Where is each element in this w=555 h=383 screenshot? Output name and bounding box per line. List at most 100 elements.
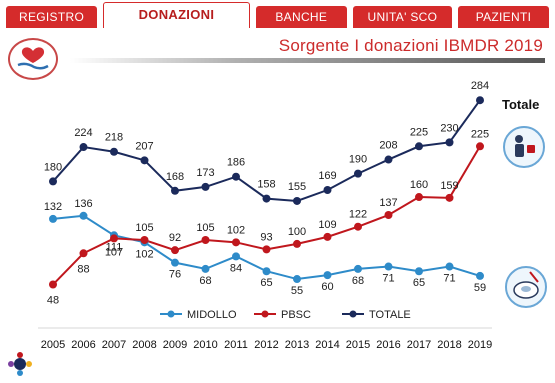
data-label-pbsc: 92 — [169, 232, 181, 244]
chart-legend: MIDOLLO PBSC TOTALE — [160, 309, 411, 321]
x-tick-label: 2018 — [437, 339, 461, 351]
data-point-midollo — [476, 271, 484, 280]
data-label-midollo: 71 — [382, 273, 394, 285]
data-point-pbsc — [323, 232, 332, 241]
title-rule — [70, 58, 545, 63]
data-point-pbsc — [110, 234, 118, 243]
tab-donazioni[interactable]: DONAZIONI — [103, 2, 250, 28]
data-label-totale: 190 — [349, 154, 367, 166]
data-point-totale — [171, 186, 179, 195]
chart-data-labels: 132 136 111 102 76 68 84 65 55 60 68 71 65 71 59 48 88 10… — [44, 80, 489, 306]
data-point-midollo — [293, 275, 301, 284]
x-tick-label: 2006 — [71, 339, 95, 351]
tab-registro[interactable]: REGISTRO — [6, 6, 98, 28]
data-point-pbsc — [415, 193, 423, 202]
data-label-totale: 207 — [135, 140, 153, 152]
data-point-midollo — [445, 262, 454, 271]
data-label-pbsc: 102 — [227, 224, 245, 236]
data-point-totale — [354, 169, 362, 178]
data-label-totale: 169 — [318, 170, 336, 182]
data-label-pbsc: 225 — [471, 128, 489, 140]
x-tick-label: 2008 — [132, 339, 156, 351]
data-point-midollo — [79, 211, 88, 220]
data-point-pbsc — [445, 193, 454, 202]
data-point-pbsc — [201, 235, 210, 244]
x-tick-label: 2007 — [102, 339, 126, 351]
data-point-pbsc — [262, 245, 271, 254]
data-label-pbsc: 100 — [288, 226, 306, 238]
x-tick-label: 2012 — [254, 339, 278, 351]
data-point-midollo — [262, 267, 271, 276]
data-label-totale: 218 — [105, 132, 123, 144]
x-tick-label: 2015 — [346, 339, 370, 351]
data-label-midollo: 84 — [230, 262, 242, 274]
x-tick-label: 2019 — [468, 339, 492, 351]
data-point-totale — [201, 182, 210, 191]
x-tick-label: 2011 — [224, 339, 248, 351]
x-tick-label: 2005 — [41, 339, 65, 351]
x-tick-label: 2009 — [163, 339, 187, 351]
data-label-totale: 186 — [227, 157, 245, 169]
legend-marker-midollo — [167, 310, 175, 318]
tab-pazienti[interactable]: PAZIENTI — [457, 6, 550, 28]
data-label-pbsc: 107 — [105, 246, 123, 258]
data-label-totale: 168 — [166, 171, 184, 183]
data-label-totale: 180 — [44, 161, 62, 173]
data-label-midollo: 71 — [443, 273, 455, 285]
data-label-pbsc: 109 — [318, 219, 336, 231]
data-label-totale: 284 — [471, 80, 489, 92]
data-label-midollo: 60 — [321, 281, 333, 293]
data-point-midollo — [354, 264, 362, 273]
data-label-midollo: 65 — [413, 277, 425, 289]
data-point-totale — [140, 156, 149, 165]
data-point-totale — [384, 155, 393, 164]
data-point-totale — [323, 186, 332, 195]
data-label-midollo: 68 — [199, 275, 211, 287]
bone-marrow-icon — [505, 266, 547, 308]
tab-bar: REGISTRO DONAZIONI BANCHE UNITA' SCO PAZ… — [0, 0, 555, 28]
data-label-totale: 208 — [379, 140, 397, 152]
data-point-pbsc — [171, 246, 179, 255]
data-label-pbsc: 105 — [196, 222, 214, 234]
data-label-midollo: 65 — [260, 277, 272, 289]
data-point-pbsc — [79, 249, 88, 258]
data-label-pbsc: 105 — [135, 222, 153, 234]
x-axis: 2005 2006 2007 2008 2009 2010 2011 2012 2013 2014… — [38, 327, 492, 351]
data-point-totale — [445, 138, 454, 147]
data-label-totale: 173 — [196, 167, 214, 179]
x-tick-label: 2010 — [193, 339, 217, 351]
data-label-totale: 225 — [410, 126, 428, 138]
legend-label-pbsc: PBSC — [281, 309, 311, 321]
data-point-midollo — [323, 271, 332, 280]
data-label-midollo: 132 — [44, 201, 62, 213]
data-point-pbsc — [232, 238, 240, 247]
data-label-midollo: 136 — [74, 198, 92, 210]
ibmdr-logo-icon — [6, 350, 34, 378]
data-point-pbsc — [384, 211, 393, 220]
data-label-pbsc: 48 — [47, 295, 59, 307]
tab-unita-sco[interactable]: UNITA' SCO — [352, 6, 452, 28]
x-tick-label: 2013 — [285, 339, 309, 351]
data-label-pbsc: 137 — [379, 197, 397, 209]
tab-banche[interactable]: BANCHE — [255, 6, 347, 28]
page-title: Sorgente I donazioni IBMDR 2019 — [278, 36, 543, 55]
data-point-pbsc — [476, 142, 484, 151]
data-label-pbsc: 160 — [410, 179, 428, 191]
data-label-totale: 155 — [288, 181, 306, 193]
data-label-midollo: 111 — [106, 241, 123, 253]
legend-label-totale: TOTALE — [369, 309, 411, 321]
x-tick-label: 2014 — [315, 339, 339, 351]
data-point-totale — [293, 196, 301, 205]
data-point-totale — [110, 147, 118, 156]
data-point-midollo — [171, 258, 179, 267]
data-point-midollo — [384, 262, 393, 271]
data-label-midollo: 59 — [474, 282, 486, 294]
data-point-totale — [49, 177, 57, 186]
data-point-pbsc — [354, 222, 362, 231]
data-label-totale: 230 — [440, 122, 458, 134]
data-point-totale — [476, 96, 484, 105]
legend-label-midollo: MIDOLLO — [187, 309, 237, 321]
data-label-midollo: 68 — [352, 275, 364, 287]
data-point-midollo — [415, 267, 423, 276]
